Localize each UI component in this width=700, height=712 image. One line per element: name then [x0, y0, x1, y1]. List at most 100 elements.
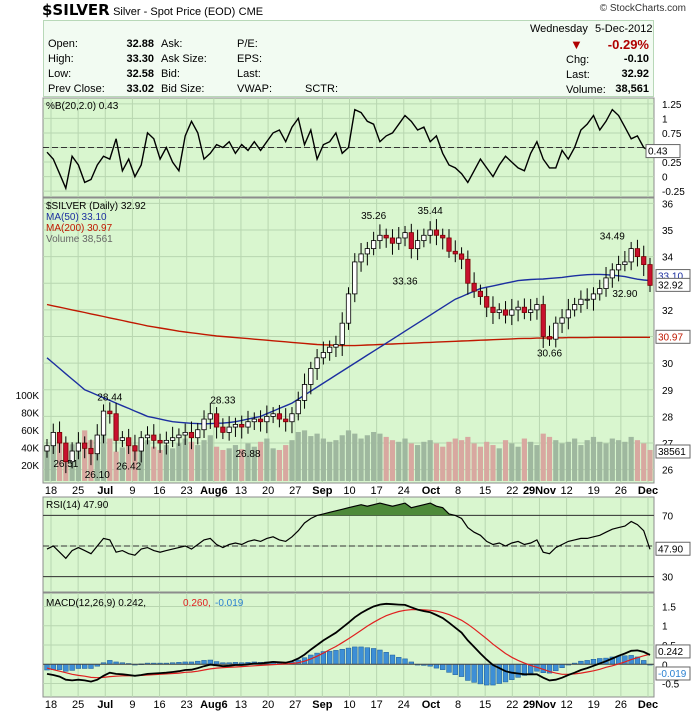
- macd-histogram-bar: [484, 664, 490, 686]
- candle-body: [151, 434, 157, 441]
- volume-bar: [402, 438, 408, 481]
- macd-histogram-bar: [327, 650, 333, 665]
- candle-body: [232, 424, 239, 428]
- change-label: Chg:: [566, 54, 590, 66]
- macd-histogram-bar: [440, 664, 446, 670]
- volume-bar: [546, 436, 553, 481]
- candle-body: [565, 309, 571, 319]
- candle-body: [358, 253, 364, 263]
- y-tick-label: 1.5: [662, 602, 676, 613]
- volume-bar: [308, 436, 314, 481]
- candle-body: [345, 293, 352, 324]
- prev-close-value: 33.02: [126, 83, 154, 95]
- candle-body: [528, 309, 534, 313]
- volume-bar: [132, 449, 138, 481]
- candle-body: [213, 413, 220, 428]
- volume-bar: [628, 436, 634, 481]
- x-tick-label: 13: [235, 485, 247, 497]
- x-tick-label: 23: [181, 485, 193, 497]
- volume-bar: [251, 446, 257, 481]
- candle-body: [226, 426, 232, 433]
- candle-body: [584, 298, 590, 301]
- candle-body: [402, 232, 408, 239]
- candle-body: [251, 418, 257, 423]
- y-tick-label: 0.25: [662, 158, 682, 169]
- last-price-box: [655, 277, 691, 292]
- price-annotation: 34.49: [600, 232, 625, 243]
- volume-bar: [320, 438, 326, 481]
- legend-entry: MA(200) 30.97: [46, 223, 113, 234]
- candle-body: [119, 437, 125, 441]
- volume-bar: [75, 449, 82, 481]
- x-tick-label: 29Nov: [523, 485, 557, 497]
- y-tick-label: 1.25: [662, 100, 682, 111]
- volume-bar: [465, 436, 471, 481]
- sctr-label: SCTR:: [305, 83, 338, 95]
- macd-histogram-bar: [465, 664, 471, 681]
- price-annotation: 28.44: [97, 393, 122, 404]
- volume-bar: [572, 438, 578, 481]
- x-tick-label: 8: [455, 699, 461, 711]
- x-tick-label: 29Nov: [523, 699, 557, 711]
- x-tick-label: 10: [343, 699, 355, 711]
- candle-body: [69, 450, 75, 463]
- last-label: Last:: [566, 69, 590, 81]
- macd-histogram-bar: [56, 664, 63, 670]
- candle-body: [44, 445, 50, 452]
- x-tick-label: Sep: [312, 699, 332, 711]
- volume-bar: [327, 441, 333, 481]
- volume-bar: [270, 448, 276, 481]
- volume-bar: [364, 435, 370, 481]
- macd-histogram-bar: [584, 660, 590, 665]
- volume-label: Volume:: [566, 84, 606, 96]
- x-tick-label: 9: [129, 485, 135, 497]
- x-tick-label: 26: [615, 485, 627, 497]
- candle-body: [641, 256, 647, 265]
- eps-label: EPS:: [237, 53, 263, 65]
- candle-body: [628, 248, 634, 263]
- volume-bar: [615, 440, 622, 481]
- macd-histogram-bar: [358, 646, 364, 665]
- volume-bar: [559, 443, 565, 481]
- y-tick-label: 30: [662, 573, 674, 584]
- candle-body: [408, 232, 414, 250]
- y-tick-label: 0.75: [662, 129, 682, 140]
- y-tick-label: 1: [662, 114, 668, 125]
- candle-body: [452, 250, 458, 255]
- candle-body: [301, 384, 308, 401]
- volume-bar: [565, 441, 571, 481]
- volume-bar: [107, 438, 113, 481]
- price-annotation: 28.33: [210, 396, 235, 407]
- y-tick-label: -0.25: [662, 187, 685, 198]
- y-tick-label: 32: [662, 306, 674, 317]
- vwap-label: VWAP:: [237, 83, 273, 95]
- y-tick-label: 0: [662, 173, 668, 184]
- x-tick-label: Aug6: [200, 699, 228, 711]
- candle-body: [477, 290, 484, 297]
- volume-bar: [245, 443, 251, 481]
- candle-body: [144, 434, 151, 439]
- volume-bar: [113, 451, 119, 481]
- price-annotation: 35.26: [361, 211, 386, 222]
- quote-day: Wednesday: [530, 23, 588, 35]
- x-tick-label: 15: [479, 699, 491, 711]
- legend-entry: MA(50) 33.10: [46, 212, 107, 223]
- change-value: -0.10: [623, 53, 649, 65]
- bid-label: Bid:: [161, 68, 180, 80]
- price-annotation: 26.10: [85, 470, 110, 481]
- macd-histogram-bar: [559, 664, 565, 668]
- volume-bar: [226, 448, 232, 481]
- ma50-line: [46, 273, 651, 425]
- volume-bar: [157, 449, 163, 481]
- candle-body: [615, 264, 622, 271]
- candle-body: [82, 442, 88, 449]
- volume-bar: [396, 441, 402, 481]
- candle-body: [270, 413, 276, 417]
- volume-bar: [458, 440, 465, 481]
- candle-body: [471, 282, 477, 292]
- volume-bar: [44, 446, 50, 481]
- x-tick-label: Oct: [422, 699, 441, 711]
- candle-body: [502, 309, 509, 316]
- candle-body: [572, 304, 578, 311]
